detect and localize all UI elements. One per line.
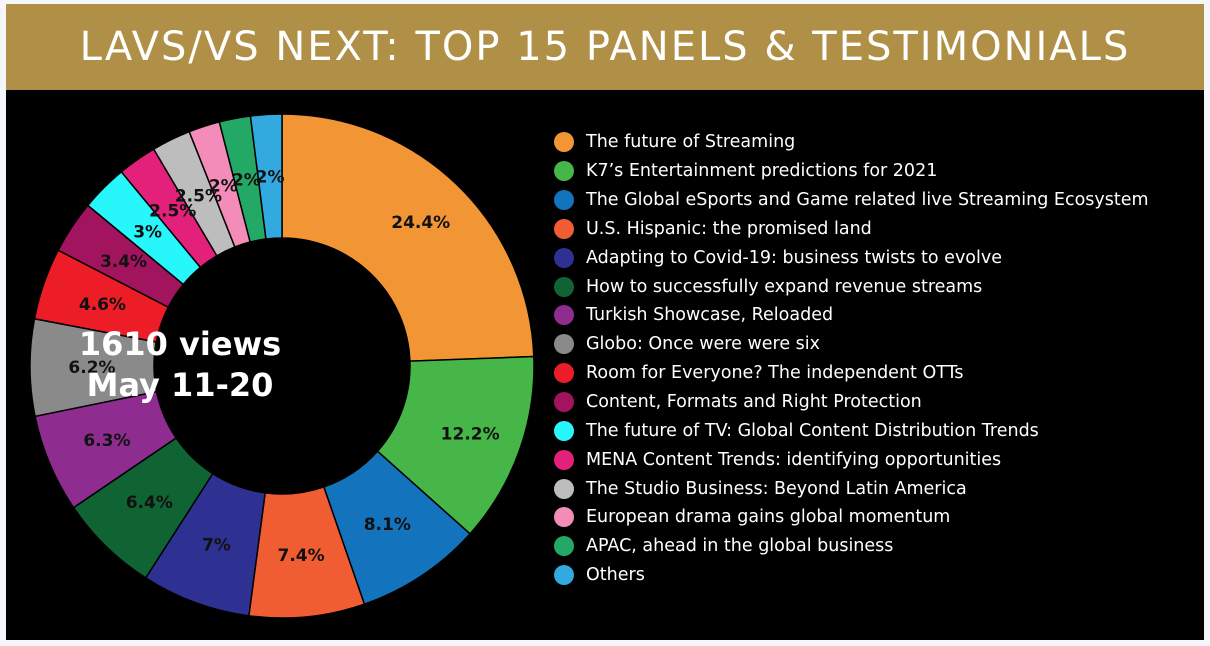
legend-label: The future of Streaming: [586, 132, 796, 153]
slice-label-13: 2.5%: [175, 186, 222, 206]
donut-slices: [29, 113, 535, 619]
legend-swatch: [554, 161, 574, 182]
legend-label: Room for Everyone? The independent OTTs: [586, 363, 964, 384]
legend-item: How to successfully expand revenue strea…: [554, 272, 1149, 301]
slice-label-10: 3.4%: [100, 252, 147, 272]
legend-item: Room for Everyone? The independent OTTs: [554, 359, 1149, 388]
legend-item: U.S. Hispanic: the promised land: [554, 215, 1149, 244]
legend-swatch: [554, 449, 574, 470]
legend-item: K7’s Entertainment predictions for 2021: [554, 157, 1149, 186]
legend-swatch: [554, 478, 574, 499]
legend-label: MENA Content Trends: identifying opportu…: [586, 449, 1002, 470]
legend-label: Globo: Once were were six: [586, 334, 820, 355]
legend-item: The future of TV: Global Content Distrib…: [554, 416, 1149, 445]
slice-label-9: 4.6%: [79, 295, 126, 315]
legend-label: APAC, ahead in the global business: [586, 536, 894, 557]
slice-label-16: 2%: [256, 167, 285, 187]
slice-label-12: 2.5%: [149, 202, 196, 222]
legend-label: The Studio Business: Beyond Latin Americ…: [586, 478, 967, 499]
legend-label: How to successfully expand revenue strea…: [586, 276, 983, 297]
legend-swatch: [554, 305, 574, 326]
slice-label-11: 3%: [133, 223, 162, 243]
legend-label: Adapting to Covid-19: business twists to…: [586, 247, 1002, 268]
donut-slice-16: [249, 113, 283, 240]
slice-label-6: 6.4%: [126, 493, 173, 513]
legend-swatch: [554, 536, 574, 557]
legend-item: European drama gains global momentum: [554, 503, 1149, 532]
legend-swatch: [554, 190, 574, 211]
legend-label: The Global eSports and Game related live…: [586, 190, 1149, 211]
slice-label-5: 7%: [202, 535, 231, 555]
legend-item: The future of Streaming: [554, 128, 1149, 157]
legend-label: The future of TV: Global Content Distrib…: [586, 420, 1039, 441]
legend: The future of Streaming K7’s Entertainmen…: [554, 128, 1149, 590]
slice-label-3: 8.1%: [364, 515, 411, 535]
slice-label-7: 6.3%: [83, 431, 130, 451]
chart-title: LAVS/VS NEXT: TOP 15 PANELS & TESTIMONIA…: [79, 24, 1131, 70]
center-views-label: 1610 views: [79, 325, 281, 363]
legend-swatch: [554, 132, 574, 153]
legend-item: MENA Content Trends: identifying opportu…: [554, 445, 1149, 474]
legend-item: APAC, ahead in the global business: [554, 532, 1149, 561]
slice-label-2: 12.2%: [441, 425, 500, 445]
donut-slice-labels: 24.4% 12.2% 8.1% 7.4% 7% 6.4% 6.3% 6.2% 4.6% 3.4%…: [68, 167, 499, 566]
legend-swatch: [554, 276, 574, 297]
legend-item: The Studio Business: Beyond Latin Americ…: [554, 474, 1149, 503]
legend-item: The Global eSports and Game related live…: [554, 186, 1149, 215]
legend-item: Turkish Showcase, Reloaded: [554, 301, 1149, 330]
slice-label-14: 2%: [209, 176, 238, 196]
legend-item: Others: [554, 561, 1149, 590]
legend-swatch: [554, 334, 574, 355]
legend-label: U.S. Hispanic: the promised land: [586, 218, 872, 239]
legend-swatch: [554, 420, 574, 441]
legend-label: K7’s Entertainment predictions for 2021: [586, 161, 938, 182]
slice-label-1: 24.4%: [391, 213, 450, 233]
legend-label: European drama gains global momentum: [586, 507, 951, 528]
slice-label-8: 6.2%: [68, 358, 115, 378]
donut-slice-1: [281, 113, 535, 362]
legend-label: Others: [586, 565, 645, 586]
legend-swatch: [554, 392, 574, 413]
donut-chart: 24.4% 12.2% 8.1% 7.4% 7% 6.4% 6.3% 6.2% 4.6% 3.4%…: [29, 113, 535, 619]
legend-label: Content, Formats and Right Protection: [586, 392, 922, 413]
legend-swatch: [554, 247, 574, 268]
legend-swatch: [554, 507, 574, 528]
legend-item: Content, Formats and Right Protection: [554, 388, 1149, 417]
legend-item: Adapting to Covid-19: business twists to…: [554, 243, 1149, 272]
legend-swatch: [554, 363, 574, 384]
legend-item: Globo: Once were were six: [554, 330, 1149, 359]
slice-label-15: 2%: [232, 170, 261, 190]
legend-swatch: [554, 565, 574, 586]
legend-swatch: [554, 218, 574, 239]
infographic-frame: LAVS/VS NEXT: TOP 15 PANELS & TESTIMONIA…: [6, 4, 1204, 640]
slice-label-4: 7.4%: [277, 546, 324, 566]
title-bar: LAVS/VS NEXT: TOP 15 PANELS & TESTIMONIA…: [6, 4, 1204, 90]
legend-label: Turkish Showcase, Reloaded: [586, 305, 834, 326]
center-date-label: May 11-20: [87, 366, 274, 404]
